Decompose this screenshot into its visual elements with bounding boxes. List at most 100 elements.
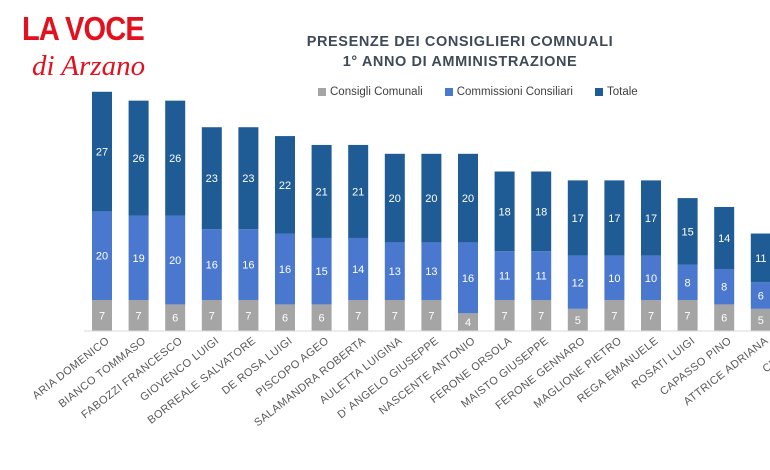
bar-consigli <box>750 308 770 331</box>
bar-consigli <box>677 299 698 331</box>
data-label-totale: 11 <box>755 253 766 265</box>
data-label-consigli: 6 <box>721 313 727 325</box>
data-label-totale: 26 <box>169 153 181 165</box>
logo: LA VOCE di Arzano <box>10 8 145 88</box>
legend-label-consigli: Consigli Comunali <box>330 86 423 98</box>
bar-totale <box>458 153 478 243</box>
data-label-consigli: 7 <box>99 310 105 322</box>
data-label-totale: 17 <box>572 213 584 225</box>
bar-consigli <box>384 299 405 331</box>
bar-consigli <box>567 308 588 331</box>
data-label-consigli: 7 <box>245 310 251 322</box>
data-label-commissioni: 10 <box>608 273 620 285</box>
data-label-commissioni: 13 <box>425 266 437 278</box>
bar-consigli <box>311 304 332 331</box>
data-label-commissioni: 16 <box>279 264 291 276</box>
data-label-consigli: 7 <box>209 310 215 322</box>
data-label-totale: 21 <box>315 186 327 198</box>
bar-commissioni <box>92 211 112 300</box>
legend-entry-commissioni: Commissioni Consiliari <box>444 84 573 100</box>
data-label-consigli: 7 <box>428 310 434 322</box>
bar-totale <box>750 233 770 283</box>
data-label-commissioni: 6 <box>758 291 764 303</box>
data-label-consigli: 7 <box>538 310 544 322</box>
bar-totale <box>494 171 515 252</box>
data-label-consigli: 7 <box>136 310 142 322</box>
logo-title: LA VOCE <box>22 10 145 47</box>
data-label-totale: 23 <box>242 173 254 185</box>
data-label-totale: 15 <box>681 226 693 238</box>
data-label-totale: 21 <box>352 186 364 198</box>
bar-totale <box>714 206 735 269</box>
bar-consigli <box>165 304 186 331</box>
data-label-totale: 20 <box>462 193 474 205</box>
bar-commissioni <box>677 264 698 300</box>
bar-consigli <box>275 304 295 331</box>
bar-consigli <box>531 299 552 331</box>
bar-commissioni <box>275 233 295 305</box>
chart-title: PRESENZE DEI CONSIGLIERI COMNUALI 1° ANN… <box>260 32 660 72</box>
data-label-totale: 20 <box>425 193 437 205</box>
legend: Consigli Comunali Commissioni Consiliari… <box>318 84 638 100</box>
data-label-totale: 17 <box>645 213 657 225</box>
data-label-consigli: 5 <box>575 315 581 327</box>
logo-subtitle: di Arzano <box>32 50 146 82</box>
bar-totale <box>92 91 112 212</box>
data-label-consigli: 4 <box>465 317 471 329</box>
bar-totale <box>201 127 222 230</box>
data-label-commissioni: 20 <box>169 255 181 267</box>
bar-commissioni <box>201 229 222 300</box>
bar-totale <box>128 100 149 216</box>
data-label-commissioni: 20 <box>96 251 108 263</box>
bar-totale <box>421 153 442 243</box>
bar-consigli <box>201 299 222 331</box>
data-label-commissioni: 13 <box>389 266 401 278</box>
data-label-commissioni: 11 <box>535 271 546 283</box>
data-label-totale: 17 <box>608 213 620 225</box>
bar-commissioni <box>165 215 186 305</box>
bar-commissioni <box>714 268 735 305</box>
legend-swatch-totale <box>595 88 603 96</box>
bar-totale <box>311 144 332 238</box>
data-label-commissioni: 15 <box>315 266 327 278</box>
bar-totale <box>604 180 625 256</box>
data-label-consigli: 7 <box>611 310 617 322</box>
data-label-totale: 18 <box>498 206 510 218</box>
bar-commissioni <box>531 251 552 300</box>
bar-commissioni <box>567 255 588 309</box>
data-label-totale: 14 <box>718 233 730 245</box>
bar-consigli <box>238 299 259 331</box>
bar-consigli <box>458 313 478 331</box>
data-label-commissioni: 12 <box>572 277 584 289</box>
bar-commissioni <box>311 237 332 305</box>
bar-totale <box>641 180 661 256</box>
legend-label-commissioni: Commissioni Consiliari <box>456 86 573 98</box>
bar-totale <box>677 198 698 265</box>
bar-totale <box>348 144 369 238</box>
legend-label-totale: Totale <box>607 86 638 98</box>
bar-commissioni <box>604 255 625 300</box>
data-label-totale: 26 <box>132 153 144 165</box>
data-label-commissioni: 19 <box>132 253 144 265</box>
bar-totale <box>384 153 405 243</box>
data-label-consigli: 6 <box>172 313 178 325</box>
bar-totale <box>275 136 295 234</box>
data-label-consigli: 7 <box>685 310 691 322</box>
data-label-commissioni: 16 <box>206 260 218 272</box>
bar-totale <box>165 100 186 216</box>
legend-entry-totale: Totale <box>595 84 638 100</box>
data-label-totale: 22 <box>279 180 291 192</box>
bar-commissioni <box>128 215 149 300</box>
data-label-totale: 27 <box>96 147 108 159</box>
data-label-commissioni: 8 <box>685 277 691 289</box>
bar-commissioni <box>384 242 405 300</box>
bar-consigli <box>604 299 625 331</box>
data-label-consigli: 6 <box>282 313 288 325</box>
data-label-totale: 20 <box>389 193 401 205</box>
data-label-commissioni: 16 <box>242 260 254 272</box>
bar-totale <box>567 180 588 256</box>
legend-swatch-consigli <box>318 88 326 96</box>
data-label-consigli: 7 <box>502 310 508 322</box>
chart-title-line-2: 1° ANNO DI AMMINISTRAZIONE <box>342 54 578 70</box>
